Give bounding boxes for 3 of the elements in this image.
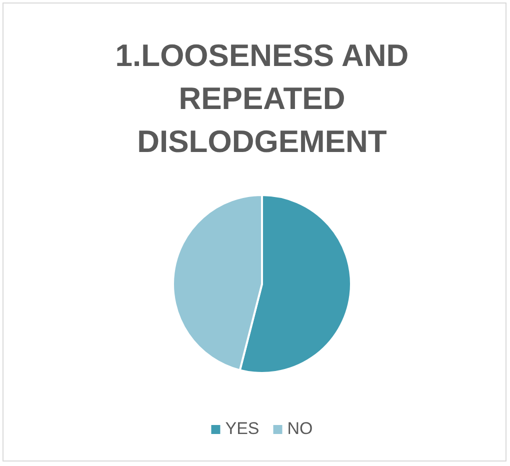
legend-label: YES [225, 419, 260, 438]
chart-title: 1.LOOSENESS AND REPEATED DISLODGEMENT [115, 38, 409, 159]
legend-label: NO [287, 419, 313, 438]
